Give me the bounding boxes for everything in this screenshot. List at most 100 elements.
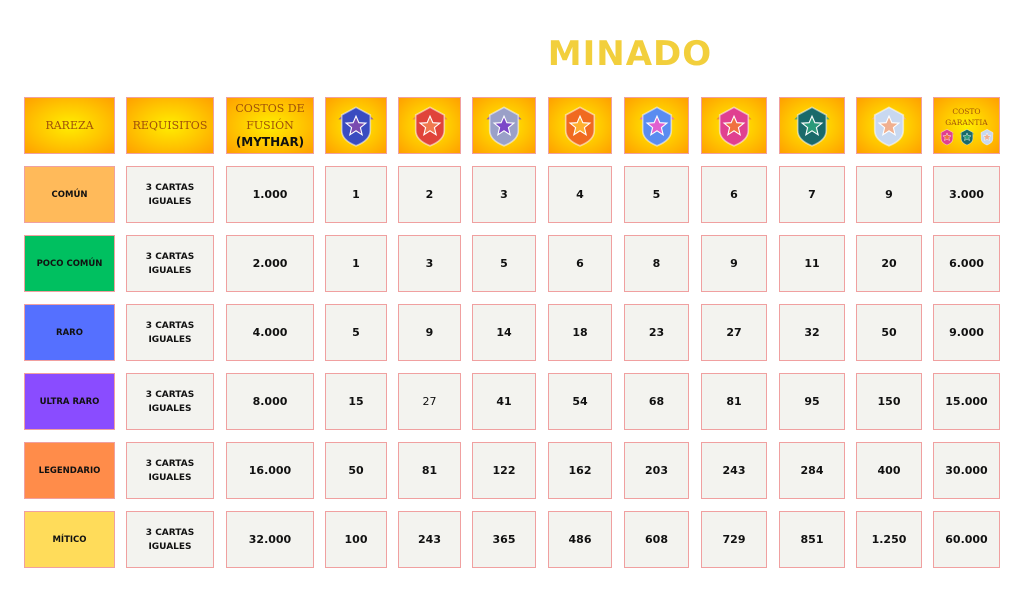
badge-value-cell: 150 (856, 373, 922, 430)
badge-value: 81 (726, 395, 742, 408)
badge-value: 20 (881, 257, 897, 270)
green-laurel-badge-icon (790, 104, 834, 148)
badge-value: 1.250 (871, 533, 907, 546)
header-label-currency: (MYTHAR) (235, 135, 305, 149)
header-label: RAREZA (45, 119, 94, 132)
rarity-label: LEGENDARIO (38, 465, 101, 476)
badge-value: 150 (877, 395, 901, 408)
costo-garantia-cell: 9.000 (933, 304, 1000, 361)
badge-value: 365 (492, 533, 516, 546)
header-label: COSTO (952, 106, 981, 116)
rarity-label: ULTRA RARO (39, 396, 100, 407)
badge-value: 4 (576, 188, 584, 201)
badge-value-cell: 41 (472, 373, 536, 430)
requisitos-cell: 3 CARTAS IGUALES (126, 442, 214, 499)
badge-value-cell: 9 (398, 304, 461, 361)
requisitos-text: 3 CARTAS (145, 320, 195, 331)
requisitos-cell: 3 CARTAS IGUALES (126, 511, 214, 568)
badge-value: 3 (425, 257, 434, 270)
badge-value: 851 (800, 533, 824, 546)
garantia-badges (938, 128, 996, 146)
badge-value: 3 (500, 188, 508, 201)
costo-fusion-cell: 8.000 (226, 373, 314, 430)
badge-value-cell: 68 (624, 373, 689, 430)
requisitos-cell: 3 CARTAS IGUALES (126, 235, 214, 292)
costo-fusion-cell: 2.000 (226, 235, 314, 292)
rarity-2: RARO (24, 304, 115, 361)
badge-value: 400 (877, 464, 901, 477)
badge-value: 23 (648, 326, 665, 339)
badge-value-cell: 3 (398, 235, 461, 292)
badge-value: 95 (804, 395, 820, 408)
badge-value: 41 (496, 395, 512, 408)
costo-garantia-cell: 60.000 (933, 511, 1000, 568)
header-badge-5 (624, 97, 689, 154)
header-label: COSTOS DE (235, 102, 305, 115)
badge-value-cell: 400 (856, 442, 922, 499)
header-label: FUSIÓN (246, 119, 294, 132)
header-badge-6 (701, 97, 767, 154)
badge-value-cell: 50 (856, 304, 922, 361)
rarity-4: LEGENDARIO (24, 442, 115, 499)
badge-value: 9 (885, 188, 893, 201)
costo-garantia-cell: 3.000 (933, 166, 1000, 223)
badge-value-cell: 729 (701, 511, 767, 568)
badge-value-cell: 365 (472, 511, 536, 568)
header-badge-4 (548, 97, 612, 154)
badge-value: 6 (576, 257, 584, 270)
costo-garantia-value: 3.000 (949, 188, 984, 201)
red-star-badge-icon (408, 104, 452, 148)
badge-value: 284 (800, 464, 824, 477)
page-title: MINADO (547, 34, 713, 74)
requisitos-text: IGUALES (148, 265, 192, 276)
header-label: REQUISITOS (132, 119, 208, 132)
badge-value-cell: 3 (472, 166, 536, 223)
badge-value-cell: 7 (779, 166, 845, 223)
badge-value: 50 (881, 326, 897, 339)
header-badge-1 (325, 97, 387, 154)
badge-value-cell: 486 (548, 511, 612, 568)
costo-fusion-cell: 1.000 (226, 166, 314, 223)
costo-fusion-cell: 4.000 (226, 304, 314, 361)
badge-value-cell: 243 (701, 442, 767, 499)
badge-value-cell: 14 (472, 304, 536, 361)
costo-garantia-value: 6.000 (949, 257, 984, 270)
badge-value-cell: 81 (398, 442, 461, 499)
silver-winged-badge-icon (482, 104, 526, 148)
requisitos-text: 3 CARTAS (145, 251, 195, 262)
costo-fusion-value: 16.000 (248, 464, 292, 477)
badge-value-cell: 2 (398, 166, 461, 223)
badge-value: 122 (492, 464, 516, 477)
rarity-1: POCO COMÚN (24, 235, 115, 292)
badge-value: 100 (344, 533, 368, 546)
badge-value: 6 (730, 188, 738, 201)
badge-value: 203 (645, 464, 668, 477)
requisitos-cell: 3 CARTAS IGUALES (126, 373, 214, 430)
badge-value-cell: 11 (779, 235, 845, 292)
costo-fusion-cell: 16.000 (226, 442, 314, 499)
badge-value-cell: 27 (398, 373, 461, 430)
badge-value-cell: 32 (779, 304, 845, 361)
badge-value-cell: 6 (548, 235, 612, 292)
badge-value-cell: 5 (624, 166, 689, 223)
badge-value: 162 (568, 464, 592, 477)
requisitos-text: 3 CARTAS (145, 389, 195, 400)
badge-value-cell: 9 (701, 235, 767, 292)
requisitos-cell: 3 CARTAS IGUALES (126, 166, 214, 223)
rarity-3: ULTRA RARO (24, 373, 115, 430)
badge-value-cell: 1 (325, 166, 387, 223)
badge-value: 15 (348, 395, 364, 408)
badge-value-cell: 851 (779, 511, 845, 568)
requisitos-cell: 3 CARTAS IGUALES (126, 304, 214, 361)
rarity-0: COMÚN (24, 166, 115, 223)
rarity-label: COMÚN (51, 189, 88, 200)
badge-value-cell: 20 (856, 235, 922, 292)
costo-fusion-cell: 32.000 (226, 511, 314, 568)
badge-value-cell: 100 (325, 511, 387, 568)
costo-garantia-value: 30.000 (945, 464, 988, 477)
header-badge-2 (398, 97, 461, 154)
badge-value: 2 (425, 188, 434, 201)
costo-garantia-cell: 6.000 (933, 235, 1000, 292)
header-costo-garantia: COSTO GARANTIA (933, 97, 1000, 154)
header-badge-8 (856, 97, 922, 154)
